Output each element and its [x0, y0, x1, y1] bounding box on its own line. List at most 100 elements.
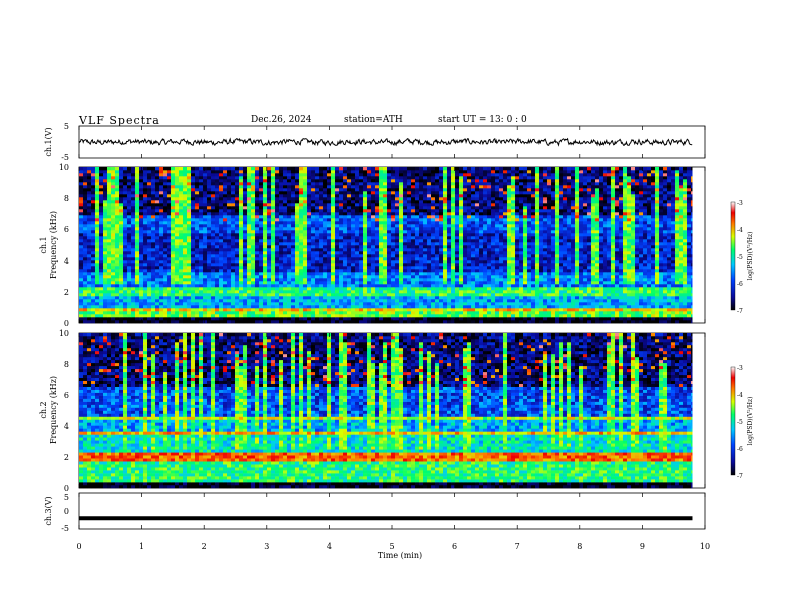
spectrogram-cell [211, 293, 216, 297]
spectrogram-cell [351, 248, 356, 252]
spectrogram-cell [159, 236, 164, 240]
spectrogram-cell [103, 281, 108, 285]
spectrogram-cell [107, 311, 112, 315]
spectrogram-cell [563, 290, 568, 294]
spectrogram-cell [375, 281, 380, 285]
spectrogram-cell [263, 254, 268, 258]
spectrogram-cell [687, 299, 692, 303]
spectrogram-cell [611, 263, 616, 267]
spectrogram-cell [143, 230, 148, 234]
spectrogram-cell [655, 281, 660, 285]
spectrogram-cell [347, 317, 352, 321]
spectrogram-cell [487, 260, 492, 264]
spectrogram-cell [103, 266, 108, 270]
spectrogram-cell [155, 305, 160, 309]
spectrogram-cell [403, 266, 408, 270]
spectrogram-cell [387, 260, 392, 264]
spectrogram-cell [363, 260, 368, 264]
spectrogram-cell [451, 272, 456, 276]
spectrogram-cell [399, 305, 404, 309]
spectrogram-cell [367, 302, 372, 306]
spectrogram-cell [527, 254, 532, 258]
spectrogram-cell [467, 263, 472, 267]
spectrogram-cell [603, 278, 608, 282]
spectrogram-cell [183, 251, 188, 255]
spectrogram-cell [139, 266, 144, 270]
spectrogram-cell [415, 251, 420, 255]
spectrogram-cell [175, 290, 180, 294]
spectrogram-cell [255, 257, 260, 261]
spectrogram-cell [591, 281, 596, 285]
spectrogram-cell [615, 302, 620, 306]
spectrogram-cell [647, 233, 652, 237]
spectrogram-cell [651, 284, 656, 288]
spectrogram-cell [323, 308, 328, 312]
spectrogram-cell [335, 320, 340, 324]
spectrogram-cell [263, 308, 268, 312]
spectrogram-cell [543, 320, 548, 324]
spectrogram-cell [403, 278, 408, 282]
spectrogram-cell [143, 233, 148, 237]
spectrogram-cell [627, 260, 632, 264]
spectrogram-cell [91, 248, 96, 252]
spectrogram-cell [443, 284, 448, 288]
spectrogram-cell [603, 305, 608, 309]
spectrogram-cell [619, 260, 624, 264]
spectrogram-cell [555, 287, 560, 291]
spectrogram-cell [515, 266, 520, 270]
spectrogram-cell [667, 266, 672, 270]
spectrogram-cell [675, 254, 680, 258]
spectrogram-cell [659, 287, 664, 291]
spectrogram-cell [135, 263, 140, 267]
spectrogram-cell [147, 242, 152, 246]
spectrogram-cell [491, 257, 496, 261]
spectrogram-cell [659, 302, 664, 306]
spectrogram-cell [319, 281, 324, 285]
spectrogram-cell [475, 227, 480, 231]
spectrogram-cell [635, 269, 640, 273]
spectrogram-cell [603, 308, 608, 312]
spectrogram-cell [199, 224, 204, 228]
spectrogram-cell [211, 317, 216, 321]
spectrogram-cell [83, 251, 88, 255]
spectrogram-cell [247, 296, 252, 300]
spectrogram-cell [371, 293, 376, 297]
spectrogram-cell [199, 296, 204, 300]
spectrogram-cell [319, 272, 324, 276]
spectrogram-cell [187, 269, 192, 273]
spectrogram-cell [471, 299, 476, 303]
spectrogram-cell [647, 290, 652, 294]
spectrogram-cell [423, 239, 428, 243]
spectrogram-cell [499, 233, 504, 237]
spectrogram-cell [87, 293, 92, 297]
spectrogram-cell [535, 266, 540, 270]
spectrogram-cell [643, 296, 648, 300]
spectrogram-cell [559, 272, 564, 276]
spectrogram-cell [583, 245, 588, 249]
spectrogram-cell [523, 317, 528, 321]
spectrogram-cell [375, 314, 380, 318]
spectrogram-cell [607, 227, 612, 231]
spectrogram-cell [323, 275, 328, 279]
spectrogram-cell [595, 317, 600, 321]
spectrogram-cell [583, 236, 588, 240]
spectrogram-cell [371, 254, 376, 258]
spectrogram-cell [175, 302, 180, 306]
spectrogram-cell [403, 242, 408, 246]
spectrogram-cell [651, 302, 656, 306]
spectrogram-cell [143, 302, 148, 306]
spectrogram-cell [455, 320, 460, 324]
spectrogram-cell [595, 305, 600, 309]
spectrogram-cell [591, 317, 596, 321]
spectrogram-cell [391, 308, 396, 312]
spectrogram-cell [407, 293, 412, 297]
spectrogram-cell [603, 251, 608, 255]
spectrogram-cell [431, 281, 436, 285]
spectrogram-cell [239, 263, 244, 267]
spectrogram-cell [135, 236, 140, 240]
spectrogram-cell [519, 296, 524, 300]
spectrogram-cell [119, 254, 124, 258]
spectrogram-cell [575, 293, 580, 297]
spectrogram-cell [611, 317, 616, 321]
